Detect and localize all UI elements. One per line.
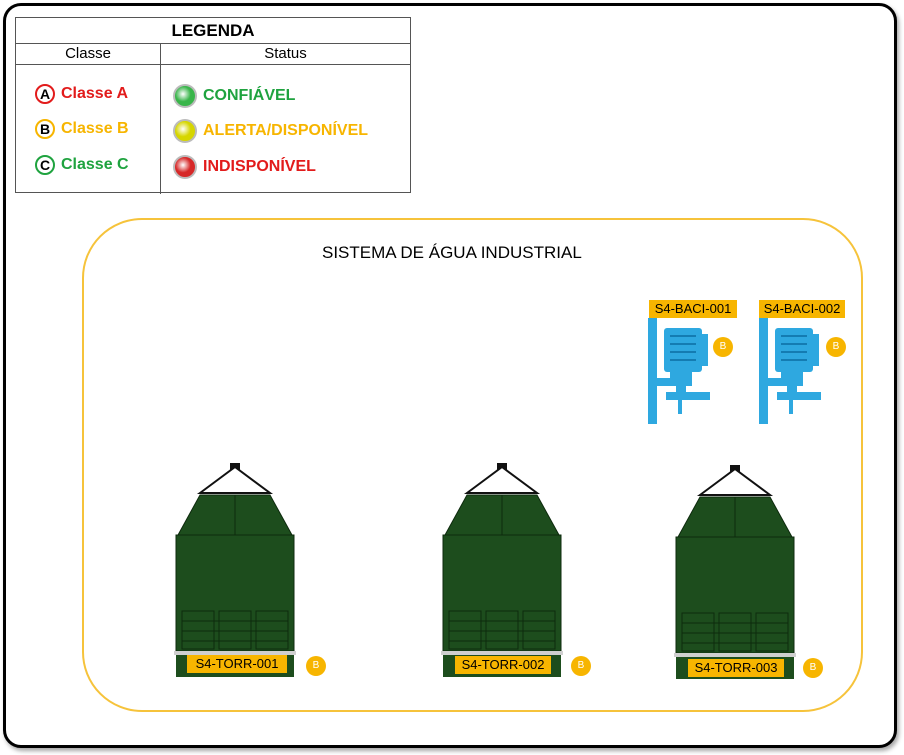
status-red-led-icon [173, 155, 197, 179]
tower-class-badge-3: B [803, 658, 823, 678]
tower-class-badge-1: B [306, 656, 326, 676]
legend-status-indisponivel: INDISPONÍVEL [173, 155, 316, 179]
status-indisponivel-label: INDISPONÍVEL [203, 158, 316, 175]
pump-tag-2[interactable]: S4-BACI-002 [759, 300, 845, 318]
tower-tag-2[interactable]: S4-TORR-002 [455, 656, 551, 674]
tower-tag-3[interactable]: S4-TORR-003 [688, 659, 784, 677]
system-area [82, 218, 863, 712]
legend-col-classe: Classe [16, 44, 161, 64]
pump-class-badge-2: B [826, 337, 846, 357]
legend-class-c: C Classe C [35, 155, 129, 175]
legend-class-a: A Classe A [35, 84, 128, 104]
legend-title: LEGENDA [16, 18, 410, 44]
legend-col-status: Status [264, 45, 307, 62]
class-a-circle-icon: A [35, 84, 55, 104]
system-title: SISTEMA DE ÁGUA INDUSTRIAL [322, 243, 582, 262]
legend-panel: LEGENDA Classe Status [15, 17, 411, 194]
pump-motor-icon[interactable] [755, 318, 825, 426]
legend-header: Classe Status [16, 44, 410, 65]
status-alerta-label: ALERTA/DISPONÍVEL [203, 122, 369, 139]
legend-status-confiavel: CONFIÁVEL [173, 84, 295, 108]
pump-tag-1[interactable]: S4-BACI-001 [649, 300, 737, 318]
pump-motor-icon[interactable] [644, 318, 714, 426]
cooling-tower-icon[interactable] [170, 461, 300, 677]
class-c-circle-icon: C [35, 155, 55, 175]
cooling-tower-icon[interactable] [437, 461, 567, 677]
pump-class-badge-1: B [713, 337, 733, 357]
tower-class-badge-2: B [571, 656, 591, 676]
status-yellow-led-icon [173, 119, 197, 143]
legend-class-b: B Classe B [35, 119, 129, 139]
cooling-tower-icon[interactable] [670, 463, 800, 679]
class-c-label: Classe C [61, 156, 129, 173]
tower-tag-1[interactable]: S4-TORR-001 [187, 655, 287, 673]
legend-body [16, 65, 410, 194]
status-green-led-icon [173, 84, 197, 108]
status-confiavel-label: CONFIÁVEL [203, 87, 296, 104]
legend-status-alerta: ALERTA/DISPONÍVEL [173, 119, 368, 143]
class-b-circle-icon: B [35, 119, 55, 139]
class-a-label: Classe A [61, 85, 128, 102]
class-b-label: Classe B [61, 120, 129, 137]
